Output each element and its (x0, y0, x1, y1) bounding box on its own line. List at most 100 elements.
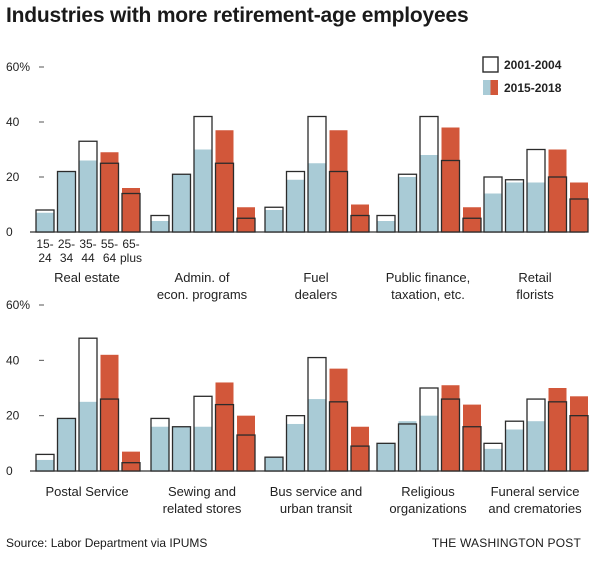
bar-2015-2018 (57, 171, 76, 232)
bar-2001-2004 (193, 115, 213, 233)
industry-label: taxation, etc. (391, 287, 465, 302)
bar-2001-2004 (56, 417, 77, 472)
bar-2001-2004 (99, 162, 120, 233)
bar-2001-2004 (569, 198, 589, 233)
bar-2015-2018 (36, 459, 54, 471)
industry-label: urban transit (280, 501, 353, 516)
bar-2015-2018 (484, 448, 502, 471)
bar-2001-2004 (121, 462, 141, 472)
bar-2015-2018 (79, 160, 97, 232)
bar-2015-2018 (100, 354, 119, 471)
industry-label: Postal Service (45, 484, 128, 499)
bar-2015-2018 (286, 179, 305, 232)
y-tick-label: 0 (6, 225, 13, 239)
industry-label: florists (516, 287, 554, 302)
bar-2015-2018 (122, 188, 140, 232)
y-tick-label: 0 (6, 464, 13, 478)
bar-2015-2018 (351, 426, 369, 471)
bar-2015-2018 (151, 426, 169, 471)
bar-2015-2018 (329, 368, 348, 471)
bar-2015-2018 (36, 212, 54, 232)
bar-2001-2004 (483, 442, 503, 472)
y-tick-label: 40 (6, 353, 20, 367)
bar-2015-2018 (265, 210, 283, 232)
industry-label: Religious (401, 484, 455, 499)
bar-2015-2018 (463, 404, 481, 471)
bar-2015-2018 (548, 388, 567, 471)
bar-2015-2018 (441, 127, 460, 232)
age-group-label: 55- (101, 237, 118, 251)
bar-2001-2004 (462, 217, 482, 233)
bar-2015-2018 (265, 457, 283, 471)
bar-2015-2018 (122, 451, 140, 471)
bar-2001-2004 (350, 445, 370, 472)
industry-label: Admin. of (175, 270, 230, 285)
bar-2015-2018 (548, 149, 567, 232)
bar-2015-2018 (172, 174, 191, 232)
industry-label: econ. programs (157, 287, 248, 302)
bar-2001-2004 (504, 420, 525, 472)
bar-2015-2018 (237, 415, 255, 471)
bar-2001-2004 (376, 442, 396, 472)
bar-2015-2018 (215, 382, 234, 471)
bar-2001-2004 (264, 206, 284, 233)
bar-2001-2004 (35, 209, 55, 233)
legend-swatch-2015-2018-young (483, 80, 491, 95)
bar-2015-2018 (172, 426, 191, 471)
industry-label: Real estate (54, 270, 120, 285)
bar-2001-2004 (504, 179, 525, 233)
bar-2001-2004 (171, 173, 192, 233)
bar-2001-2004 (236, 434, 256, 472)
bar-2015-2018 (505, 429, 524, 471)
bar-2015-2018 (286, 423, 305, 471)
bar-2001-2004 (214, 403, 235, 472)
age-group-label: 25- (58, 237, 75, 251)
bar-2015-2018 (377, 443, 395, 471)
bar-2001-2004 (397, 423, 418, 472)
industry-label: dealers (295, 287, 338, 302)
bar-2001-2004 (376, 214, 396, 233)
bar-2001-2004 (307, 356, 327, 472)
bar-2015-2018 (308, 163, 326, 232)
bar-2001-2004 (328, 401, 349, 472)
bar-2015-2018 (420, 415, 438, 471)
bar-2015-2018 (194, 149, 212, 232)
industry-label: organizations (389, 501, 467, 516)
bar-2015-2018 (237, 207, 255, 232)
age-group-label: 35- (79, 237, 96, 251)
bar-2015-2018 (441, 385, 460, 471)
y-tick-label: 60% (6, 60, 30, 74)
bar-2001-2004 (526, 148, 546, 233)
bar-2015-2018 (308, 399, 326, 471)
bar-2001-2004 (440, 398, 461, 472)
bar-2015-2018 (151, 221, 169, 232)
legend-label-2001-2004: 2001-2004 (504, 58, 562, 72)
bar-2001-2004 (397, 173, 418, 233)
bar-2015-2018 (215, 130, 234, 232)
bar-2001-2004 (483, 176, 503, 233)
age-group-label: 65- (122, 237, 139, 251)
bar-2015-2018 (527, 421, 545, 471)
age-group-label: 34 (60, 251, 74, 265)
bar-2001-2004 (264, 456, 284, 472)
bar-2001-2004 (150, 214, 170, 233)
y-tick-label: 60% (6, 298, 30, 312)
bar-2001-2004 (547, 401, 568, 472)
age-group-label: 44 (81, 251, 95, 265)
bar-2001-2004 (307, 115, 327, 233)
bar-2001-2004 (547, 176, 568, 233)
bar-2015-2018 (57, 418, 76, 471)
bar-2015-2018 (463, 207, 481, 232)
bar-2015-2018 (329, 130, 348, 232)
bar-2001-2004 (171, 426, 192, 472)
industry-label: and crematories (488, 501, 582, 516)
bar-2001-2004 (78, 337, 98, 472)
bar-2001-2004 (150, 417, 170, 472)
bar-2001-2004 (236, 217, 256, 233)
bar-2001-2004 (328, 170, 349, 233)
bar-2015-2018 (570, 182, 588, 232)
bar-2015-2018 (420, 155, 438, 232)
y-tick-label: 20 (6, 170, 20, 184)
age-group-label: 64 (103, 251, 117, 265)
bar-2001-2004 (285, 415, 306, 472)
